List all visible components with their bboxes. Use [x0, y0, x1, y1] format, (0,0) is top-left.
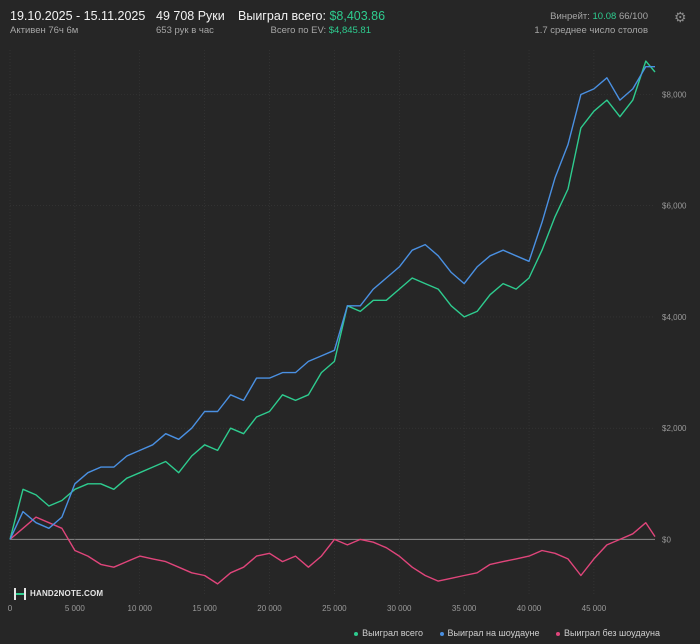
legend-item-total[interactable]: Выиграл всего: [354, 628, 423, 638]
header: 19.10.2025 - 15.11.2025 Активен 76ч 6м 4…: [0, 0, 700, 40]
date-range[interactable]: 19.10.2025 - 15.11.2025: [10, 9, 146, 23]
chart-legend: Выиграл всего Выиграл на шоудауне Выигра…: [340, 628, 660, 638]
y-tick-label: $4,000: [662, 313, 687, 322]
active-time: Активен 76ч 6м: [10, 25, 79, 36]
x-tick-label: 35 000: [452, 604, 477, 613]
x-tick-label: 15 000: [192, 604, 217, 613]
avg-tables: 1.7 среднее число столов: [534, 25, 648, 36]
logo-text: HAND2NOTE.COM: [30, 589, 104, 599]
y-tick-label: $6,000: [662, 202, 687, 211]
series-line-0: [9, 60, 656, 540]
x-tick-label: 10 000: [128, 604, 153, 613]
y-tick-label: $2,000: [662, 424, 687, 433]
x-tick-label: 45 000: [582, 604, 607, 613]
legend-dot-nonshowdown: [556, 631, 560, 636]
y-tick-label: $8,000: [662, 90, 687, 99]
winrate-value: 10.08: [592, 11, 617, 22]
legend-item-nonshowdown[interactable]: Выиграл без шоудауна: [556, 628, 660, 638]
winrate-suffix: 66/100: [618, 11, 648, 22]
gear-icon[interactable]: ⚙: [674, 9, 687, 25]
series-line-1: [9, 66, 655, 540]
x-tick-label: 40 000: [517, 604, 542, 613]
x-tick-label: 0: [8, 604, 13, 613]
legend-label-showdown: Выиграл на шоудауне: [447, 628, 540, 638]
total-won-value: $8,403.86: [329, 9, 386, 23]
winrate: Винрейт: 10.08 66/100: [500, 11, 648, 22]
total-won: Выиграл всего: $8,403.86: [238, 9, 385, 23]
legend-dot-showdown: [439, 631, 444, 636]
x-tick-label: 20 000: [257, 604, 282, 613]
logo-icon: [14, 588, 26, 600]
legend-label-nonshowdown: Выиграл без шоудауна: [564, 628, 660, 638]
series-line-2: [9, 516, 656, 585]
hands-per-hour: 653 рук в час: [156, 25, 214, 36]
total-won-label: Выиграл всего:: [238, 9, 326, 23]
x-tick-label: 30 000: [387, 604, 412, 613]
hand2note-logo: HAND2NOTE.COM: [14, 588, 103, 600]
legend-label-total: Выиграл всего: [362, 628, 423, 638]
legend-dot-total: [354, 631, 359, 636]
y-tick-label: $0: [662, 535, 671, 544]
graph-chart[interactable]: $0 $2,000 $4,000 $6,000 $8,000 0 5 000 10 000 15…: [0, 40, 700, 620]
ev-total: Всего по EV: $4,845.81: [240, 25, 371, 36]
hands-count: 49 708 Руки: [156, 9, 225, 23]
x-tick-label: 5 000: [65, 604, 86, 613]
winrate-label: Винрейт:: [550, 11, 590, 22]
ev-label: Всего по EV:: [270, 25, 327, 36]
legend-item-showdown[interactable]: Выиграл на шоудауне: [439, 628, 540, 638]
ev-value: $4,845.81: [328, 25, 371, 36]
x-tick-label: 25 000: [322, 604, 347, 613]
